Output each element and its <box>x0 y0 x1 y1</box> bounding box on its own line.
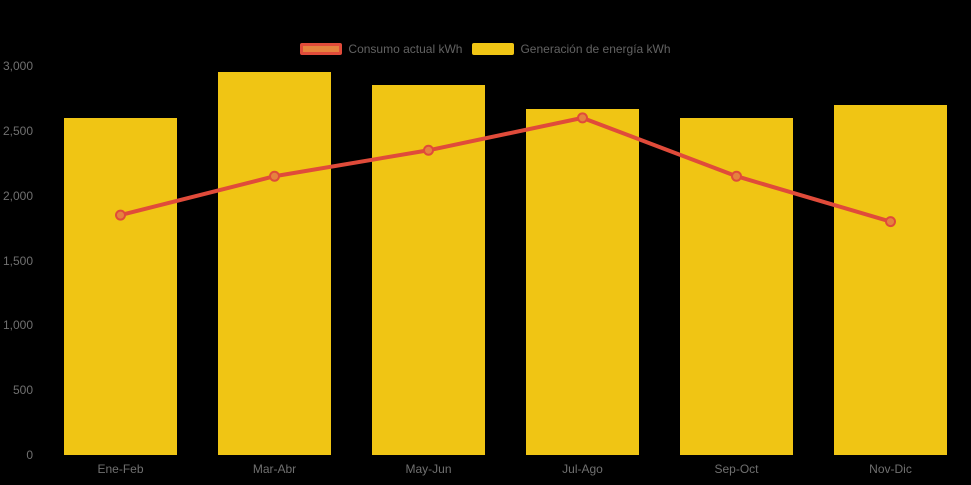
legend-label-consumo-actual: Consumo actual kWh <box>348 42 463 56</box>
y-axis-tick-label-1000: 1,000 <box>2 318 33 333</box>
legend-item-generacion-energia[interactable]: Generación de energía kWh <box>472 42 671 56</box>
x-axis-label-nov-dic: Nov-Dic <box>869 462 912 476</box>
bar-ene-feb[interactable] <box>64 117 177 455</box>
y-axis-tick-label-1500: 1,500 <box>2 253 33 268</box>
bar-mar-abr[interactable] <box>218 72 331 455</box>
bar-nov-dic[interactable] <box>834 104 947 455</box>
legend-item-consumo-actual[interactable]: Consumo actual kWh <box>300 42 462 56</box>
legend-label-generacion-energia: Generación de energía kWh <box>520 42 671 56</box>
line-point-sep-oct[interactable] <box>731 170 742 182</box>
line-point-mar-abr[interactable] <box>269 170 280 182</box>
y-axis-tick-label-3000: 3,000 <box>2 59 33 73</box>
line-point-jul-ago[interactable] <box>577 112 588 124</box>
x-axis-label-ene-feb: Ene-Feb <box>97 462 144 476</box>
y-axis-tick-label-2000: 2,000 <box>2 188 33 203</box>
x-axis-label-jul-ago: Jul-Ago <box>562 462 603 476</box>
chart-legend: Consumo actual kWh Generación de energía… <box>0 40 971 58</box>
x-axis-label-mar-abr: Mar-Abr <box>252 462 297 476</box>
y-axis-tick-label-2500: 2,500 <box>2 123 33 138</box>
line-point-nov-dic[interactable] <box>885 216 896 228</box>
consumption-line-path <box>118 115 893 224</box>
line-series-swatch-icon <box>300 43 343 55</box>
bar-jul-ago[interactable] <box>526 108 639 455</box>
y-axis-tick-label-500: 500 <box>12 383 33 398</box>
line-point-ene-feb[interactable] <box>115 209 126 221</box>
bar-series-swatch-icon <box>472 43 515 55</box>
y-axis-tick-label-0: 0 <box>26 448 33 462</box>
x-axis-label-may-jun: May-Jun <box>405 462 452 476</box>
x-axis-label-sep-oct: Sep-Oct <box>714 462 759 476</box>
line-point-may-jun[interactable] <box>423 144 434 156</box>
